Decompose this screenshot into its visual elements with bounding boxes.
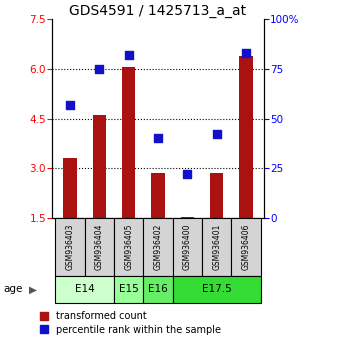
Text: GSM936401: GSM936401 — [212, 224, 221, 270]
Bar — [122, 67, 135, 218]
Bar — [173, 276, 261, 303]
Point — [243, 50, 249, 56]
Bar — [173, 218, 202, 276]
Point — [185, 171, 190, 177]
Bar — [181, 217, 194, 218]
Point — [155, 136, 161, 141]
Text: GSM936406: GSM936406 — [242, 224, 250, 270]
Text: GSM936404: GSM936404 — [95, 224, 104, 270]
Bar — [202, 218, 232, 276]
Bar — [55, 218, 84, 276]
Title: GDS4591 / 1425713_a_at: GDS4591 / 1425713_a_at — [69, 5, 247, 18]
Point — [67, 102, 73, 108]
Bar — [84, 218, 114, 276]
Text: E16: E16 — [148, 284, 168, 295]
Bar — [143, 218, 173, 276]
Point — [214, 132, 219, 137]
Text: age: age — [3, 284, 23, 295]
Bar — [64, 158, 77, 218]
Bar — [232, 218, 261, 276]
Text: E15: E15 — [119, 284, 139, 295]
Bar — [210, 173, 223, 218]
Text: GSM936400: GSM936400 — [183, 224, 192, 270]
Bar — [114, 218, 143, 276]
Text: E17.5: E17.5 — [202, 284, 232, 295]
Bar — [55, 276, 114, 303]
Legend: transformed count, percentile rank within the sample: transformed count, percentile rank withi… — [40, 311, 221, 335]
Text: GSM936402: GSM936402 — [153, 224, 163, 270]
Bar — [114, 276, 143, 303]
Text: GSM936403: GSM936403 — [66, 224, 74, 270]
Point — [97, 66, 102, 72]
Bar — [151, 173, 165, 218]
Bar — [239, 56, 252, 218]
Text: E14: E14 — [75, 284, 95, 295]
Point — [126, 52, 131, 58]
Bar — [143, 276, 173, 303]
Text: GSM936405: GSM936405 — [124, 224, 133, 270]
Bar — [93, 115, 106, 218]
Text: ▶: ▶ — [29, 284, 37, 295]
